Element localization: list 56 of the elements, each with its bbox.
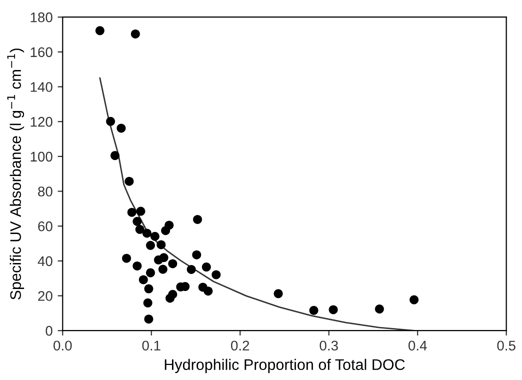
point: [168, 290, 178, 299]
point: [202, 262, 211, 272]
point: [124, 176, 134, 186]
point: [143, 298, 152, 308]
point: [146, 268, 155, 278]
point: [122, 254, 132, 263]
point: [186, 264, 196, 274]
y-tick-label: 80: [38, 186, 52, 196]
y-tick-label: 140: [30, 82, 52, 92]
point: [204, 286, 213, 296]
y-tick-label: 100: [30, 152, 52, 162]
x-tick-label: 0.4: [408, 340, 427, 351]
point: [132, 261, 142, 270]
point: [138, 275, 148, 284]
point: [309, 306, 318, 315]
x-tick-label: 0.5: [497, 340, 516, 351]
y-tick-label: 160: [30, 47, 52, 58]
point: [168, 259, 178, 268]
point: [159, 253, 168, 262]
x-axis-title: Hydrophilic Proportion of Total DOC: [164, 358, 405, 374]
point: [192, 250, 202, 260]
y-tick-label: 180: [30, 12, 52, 22]
point: [127, 208, 136, 217]
point: [146, 240, 155, 250]
point: [274, 289, 283, 298]
point: [116, 124, 126, 133]
line-series: [99, 77, 415, 331]
point: [144, 284, 154, 294]
x-tick-label: 0.0: [54, 340, 72, 351]
y-tick-label: 0: [46, 326, 52, 336]
y-tick-label: 20: [38, 291, 52, 301]
point: [156, 240, 166, 250]
point: [150, 232, 160, 241]
x-tick-label: 0.2: [231, 340, 250, 351]
y-tick-label: 40: [38, 256, 52, 266]
point: [132, 216, 142, 226]
point: [130, 29, 140, 38]
point: [374, 304, 384, 314]
point: [110, 151, 120, 160]
x-tick-label: 0.1: [142, 340, 160, 351]
point: [106, 116, 116, 126]
point: [410, 295, 419, 304]
x-tick-label: 0.3: [320, 340, 338, 351]
point: [136, 206, 146, 216]
point: [158, 264, 168, 274]
point: [193, 214, 202, 224]
point: [95, 26, 104, 36]
y-tick-label: 60: [38, 221, 52, 232]
point: [144, 314, 154, 324]
point: [135, 224, 144, 234]
y-axis-title: Specific UV Absorbance (l g$^{−1}$ cm$^{−1}$): [7, 48, 24, 300]
point: [328, 305, 338, 314]
point: [212, 270, 221, 280]
y-tick-label: 120: [30, 116, 52, 127]
point: [164, 220, 174, 230]
point: [142, 228, 152, 238]
